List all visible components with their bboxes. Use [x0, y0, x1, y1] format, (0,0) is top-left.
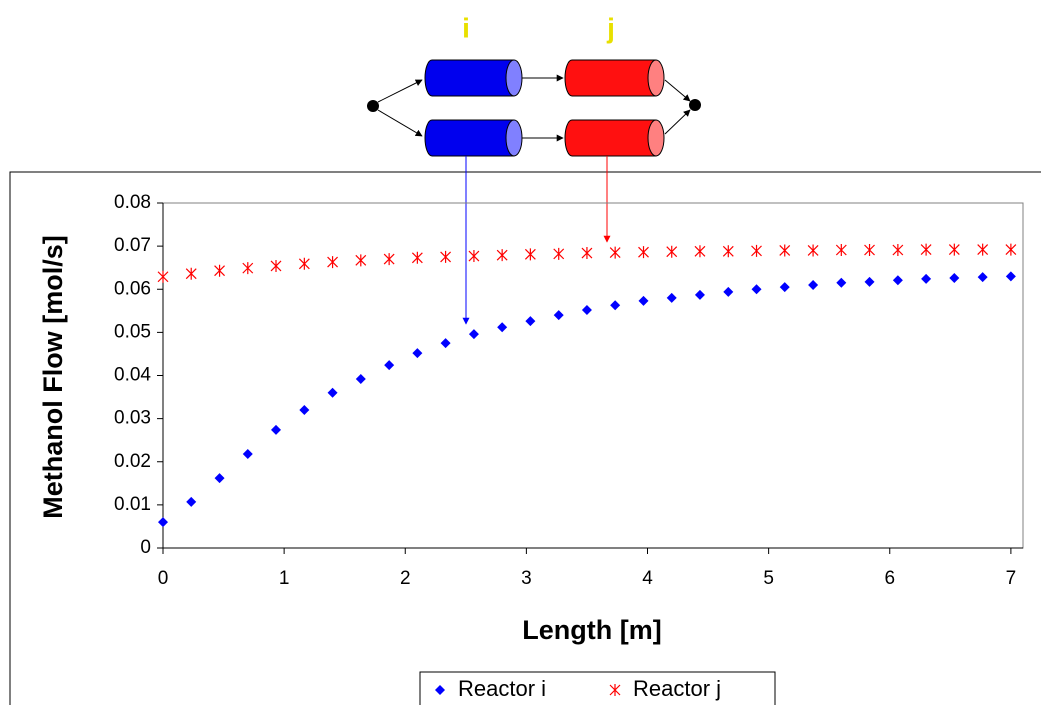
- data-point: [214, 473, 225, 484]
- data-point: [921, 273, 932, 284]
- data-point: [468, 250, 480, 263]
- data-point: [864, 244, 875, 257]
- y-tick-label: 0.07: [114, 235, 151, 256]
- data-point: [638, 295, 649, 306]
- data-point: [383, 253, 395, 266]
- data-point: [779, 282, 790, 293]
- x-axis-title: Length [m]: [522, 615, 661, 645]
- data-point: [440, 250, 452, 263]
- y-tick-label: 0.06: [114, 278, 151, 299]
- data-point: [779, 244, 791, 257]
- y-tick-label: 0.01: [114, 494, 151, 515]
- data-point: [666, 245, 678, 258]
- y-tick-label: 0: [140, 537, 151, 558]
- legend-marker: [435, 685, 445, 695]
- data-point: [242, 262, 254, 275]
- data-point: [186, 496, 197, 507]
- data-point: [807, 244, 819, 257]
- x-tick-label: 0: [158, 568, 169, 589]
- data-point: [242, 448, 253, 459]
- data-point: [158, 517, 168, 528]
- data-point: [920, 243, 932, 256]
- data-point: [581, 304, 592, 315]
- x-tick-label: 5: [763, 568, 774, 589]
- data-point: [948, 243, 960, 256]
- x-tick-label: 1: [279, 568, 290, 589]
- legend-label: Reactor i: [458, 676, 546, 701]
- y-tick-label: 0.05: [114, 321, 151, 342]
- data-point: [610, 300, 621, 311]
- data-point: [440, 338, 451, 349]
- legend: Reactor i Reactor j: [419, 671, 776, 705]
- x-tick-label: 4: [642, 568, 653, 589]
- data-point: [1005, 271, 1016, 282]
- data-point: [949, 273, 960, 284]
- y-tick-label: 0.04: [114, 365, 151, 386]
- data-point: [468, 329, 479, 340]
- data-point: [185, 267, 197, 280]
- data-point: [524, 248, 536, 261]
- data-point: [525, 316, 536, 327]
- x-tick-label: 2: [400, 568, 411, 589]
- y-tick-label: 0.02: [114, 451, 151, 472]
- y-tick-label: 0.03: [114, 408, 151, 429]
- data-point: [666, 292, 677, 303]
- data-point: [864, 276, 875, 287]
- data-point: [638, 246, 649, 259]
- data-point: [892, 244, 904, 257]
- data-point: [553, 247, 565, 260]
- data-point: [327, 387, 338, 398]
- data-point: [751, 284, 762, 295]
- data-point: [214, 264, 225, 277]
- data-point: [553, 310, 564, 321]
- data-point: [694, 245, 706, 258]
- legend-box: [419, 671, 776, 705]
- data-point: [271, 424, 282, 435]
- data-point: [977, 243, 989, 256]
- legend-marker: [609, 684, 621, 696]
- data-point: [496, 249, 508, 262]
- data-point: [723, 286, 734, 297]
- data-point: [384, 360, 395, 371]
- data-point: [581, 247, 593, 260]
- data-point: [722, 245, 734, 258]
- y-tick-label: 0.08: [114, 192, 151, 213]
- data-point: [751, 244, 762, 257]
- data-point: [497, 322, 508, 333]
- data-point: [892, 275, 903, 286]
- data-point: [270, 259, 282, 272]
- data-point: [157, 270, 169, 283]
- data-point: [355, 254, 367, 267]
- y-axis-title: Methanol Flow [mol/s]: [38, 235, 68, 519]
- data-point: [808, 279, 819, 290]
- data-point: [609, 246, 621, 259]
- data-point: [412, 348, 423, 359]
- data-point: [836, 277, 847, 288]
- x-tick-label: 3: [521, 568, 532, 589]
- label-i: i: [462, 12, 470, 43]
- data-point: [327, 256, 339, 269]
- data-point: [355, 373, 366, 384]
- data-point: [1005, 243, 1017, 256]
- data-point: [977, 272, 988, 283]
- data-point: [299, 405, 310, 415]
- legend-label: Reactor j: [633, 676, 721, 701]
- x-tick-label: 7: [1006, 568, 1017, 589]
- label-j: j: [606, 12, 615, 43]
- data-point: [411, 251, 423, 264]
- data-point: [694, 289, 705, 300]
- data-point: [835, 244, 847, 257]
- reactor-diagram: i j: [367, 12, 701, 325]
- x-tick-label: 6: [884, 568, 895, 589]
- data-point: [298, 257, 310, 270]
- chart-frame: [9, 171, 1041, 705]
